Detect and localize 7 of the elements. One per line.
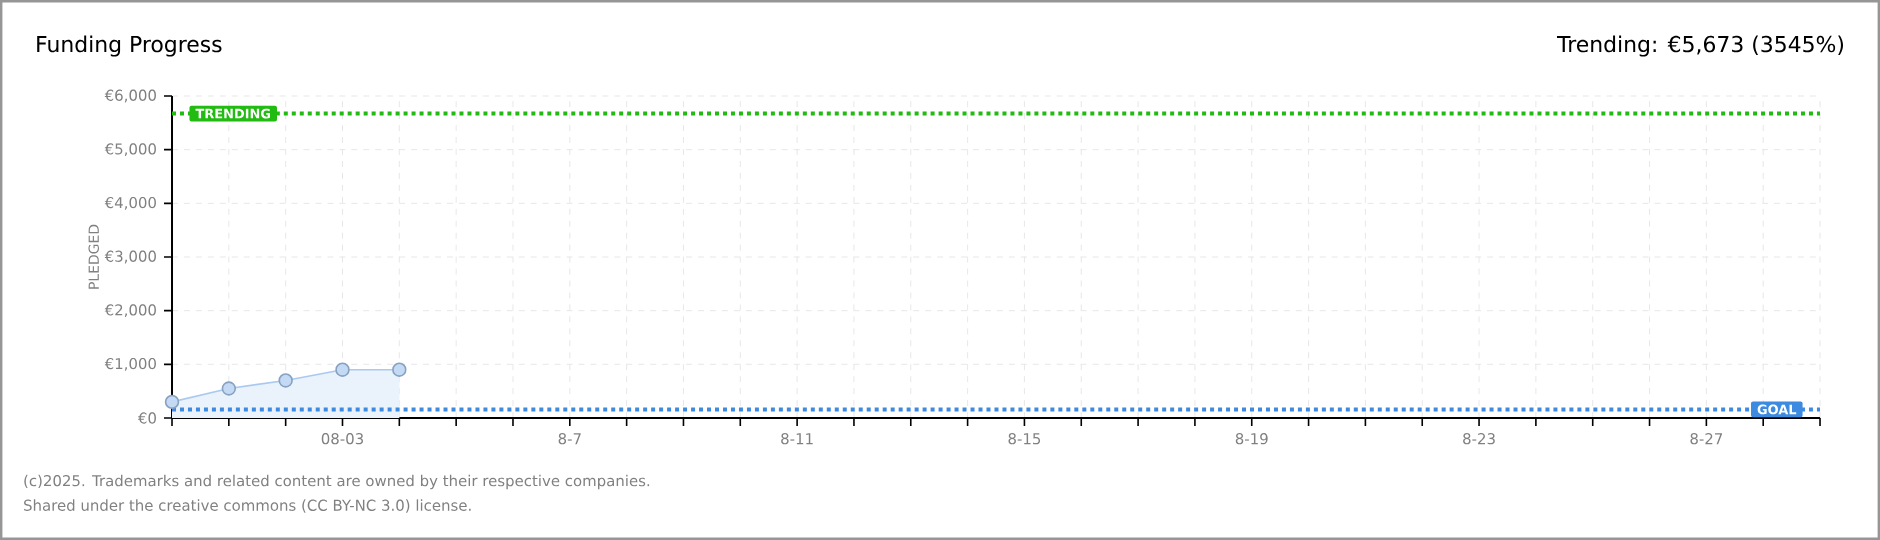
point — [335, 362, 350, 377]
chart-title: Funding Progress — [37, 35, 222, 57]
point — [392, 362, 407, 377]
text: Trending: €5,673 (3545%) — [1556, 35, 1844, 57]
point — [221, 381, 237, 396]
point — [278, 373, 293, 388]
point — [164, 394, 180, 410]
